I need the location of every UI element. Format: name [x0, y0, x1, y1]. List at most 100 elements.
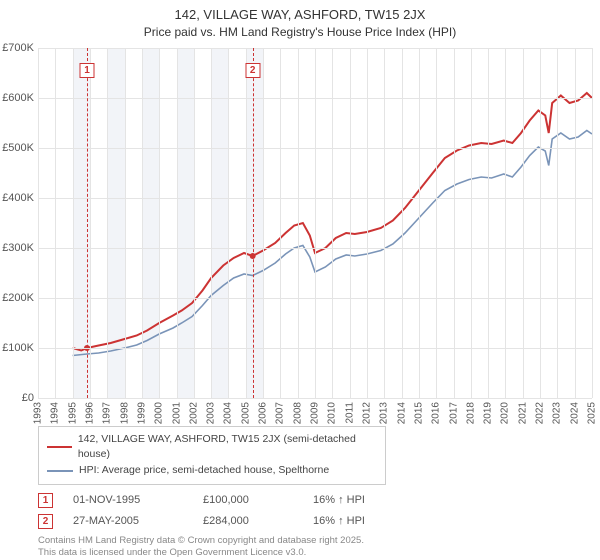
gridline-vertical: [246, 48, 247, 398]
y-axis-label: £600K: [2, 92, 34, 104]
gridline-vertical: [350, 48, 351, 398]
gridline-vertical: [159, 48, 160, 398]
x-axis-label: 2021: [517, 402, 528, 424]
x-axis-label: 2007: [275, 402, 286, 424]
gridline-vertical: [557, 48, 558, 398]
gridline-vertical: [263, 48, 264, 398]
y-axis-label: £400K: [2, 192, 34, 204]
sale-event-price: £284,000: [203, 515, 293, 527]
gridline-vertical: [315, 48, 316, 398]
gridline-vertical: [298, 48, 299, 398]
gridline-vertical: [142, 48, 143, 398]
y-axis-label: £500K: [2, 142, 34, 154]
gridline-vertical: [107, 48, 108, 398]
x-axis-label: 2022: [535, 402, 546, 424]
sale-marker-badge: 2: [245, 63, 260, 78]
legend-row: HPI: Average price, semi-detached house,…: [47, 463, 377, 479]
gridline-vertical: [73, 48, 74, 398]
x-axis-label: 2010: [327, 402, 338, 424]
x-axis-label: 1994: [50, 402, 61, 424]
x-axis-label: 2017: [448, 402, 459, 424]
x-axis-label: 2020: [500, 402, 511, 424]
gridline-vertical: [194, 48, 195, 398]
gridline-vertical: [419, 48, 420, 398]
sale-event-date: 27-MAY-2005: [73, 515, 183, 527]
x-axis-label: 2008: [292, 402, 303, 424]
x-axis-label: 2006: [258, 402, 269, 424]
x-axis-label: 2015: [413, 402, 424, 424]
gridline-vertical: [523, 48, 524, 398]
y-axis-label: £300K: [2, 242, 34, 254]
gridline-vertical: [505, 48, 506, 398]
x-axis-label: 2013: [379, 402, 390, 424]
footer-line-2: This data is licensed under the Open Gov…: [38, 547, 592, 559]
gridline-vertical: [332, 48, 333, 398]
legend-swatch: [47, 470, 73, 472]
y-axis-label: £700K: [2, 42, 34, 54]
gridline-vertical: [90, 48, 91, 398]
x-axis-label: 1998: [119, 402, 130, 424]
chart-plot-area: £0£100K£200K£300K£400K£500K£600K£700K199…: [38, 48, 592, 398]
footer-attribution: Contains HM Land Registry data © Crown c…: [38, 535, 592, 560]
title-line-1: 142, VILLAGE WAY, ASHFORD, TW15 2JX: [0, 6, 600, 24]
legend-label: 142, VILLAGE WAY, ASHFORD, TW15 2JX (sem…: [78, 432, 377, 464]
sale-event-row: 2 27-MAY-2005 £284,000 16% ↑ HPI: [38, 514, 592, 529]
sale-marker-vline: [87, 48, 88, 398]
sale-event-row: 1 01-NOV-1995 £100,000 16% ↑ HPI: [38, 493, 592, 508]
sale-event-badge: 1: [38, 493, 53, 508]
gridline-vertical: [454, 48, 455, 398]
x-axis-label: 2023: [552, 402, 563, 424]
gridline-vertical: [436, 48, 437, 398]
legend-swatch: [47, 446, 72, 448]
x-axis-label: 2011: [344, 402, 355, 424]
gridline-vertical: [488, 48, 489, 398]
x-axis-label: 1996: [84, 402, 95, 424]
gridline-vertical: [38, 48, 39, 398]
sale-event-vs-hpi: 16% ↑ HPI: [313, 515, 365, 527]
gridline-vertical: [575, 48, 576, 398]
footer-line-1: Contains HM Land Registry data © Crown c…: [38, 535, 592, 547]
gridline-vertical: [228, 48, 229, 398]
x-axis-label: 2003: [206, 402, 217, 424]
x-axis-label: 2016: [431, 402, 442, 424]
x-axis-label: 2009: [310, 402, 321, 424]
x-axis-label: 2025: [587, 402, 598, 424]
x-axis-label: 2018: [465, 402, 476, 424]
gridline-vertical: [177, 48, 178, 398]
x-axis-label: 2004: [223, 402, 234, 424]
x-axis-label: 2002: [188, 402, 199, 424]
x-axis-label: 1999: [136, 402, 147, 424]
gridline-vertical: [592, 48, 593, 398]
sale-marker-badge: 1: [79, 63, 94, 78]
x-axis-label: 2005: [240, 402, 251, 424]
gridline-vertical: [402, 48, 403, 398]
gridline-vertical: [471, 48, 472, 398]
x-axis-label: 2024: [569, 402, 580, 424]
gridline-vertical: [367, 48, 368, 398]
y-axis-label: £200K: [2, 292, 34, 304]
x-axis-label: 2000: [154, 402, 165, 424]
gridline-vertical: [384, 48, 385, 398]
sale-event-date: 01-NOV-1995: [73, 494, 183, 506]
gridline-vertical: [55, 48, 56, 398]
chart-title: 142, VILLAGE WAY, ASHFORD, TW15 2JX Pric…: [0, 0, 600, 40]
sale-event-price: £100,000: [203, 494, 293, 506]
legend-row: 142, VILLAGE WAY, ASHFORD, TW15 2JX (sem…: [47, 432, 377, 464]
gridline-horizontal: [38, 398, 592, 399]
x-axis-label: 1993: [33, 402, 44, 424]
legend-label: HPI: Average price, semi-detached house,…: [79, 463, 329, 479]
x-axis-label: 1995: [67, 402, 78, 424]
gridline-vertical: [280, 48, 281, 398]
sale-events-table: 1 01-NOV-1995 £100,000 16% ↑ HPI 2 27-MAY-200…: [38, 493, 592, 529]
x-axis-label: 1997: [102, 402, 113, 424]
x-axis-label: 2001: [171, 402, 182, 424]
title-line-2: Price paid vs. HM Land Registry's House …: [0, 24, 600, 40]
x-axis-label: 2012: [361, 402, 372, 424]
gridline-vertical: [211, 48, 212, 398]
x-axis-label: 2014: [396, 402, 407, 424]
sale-event-badge: 2: [38, 514, 53, 529]
y-axis-label: £100K: [2, 342, 34, 354]
gridline-vertical: [125, 48, 126, 398]
sale-marker-vline: [253, 48, 254, 398]
sale-event-vs-hpi: 16% ↑ HPI: [313, 494, 365, 506]
